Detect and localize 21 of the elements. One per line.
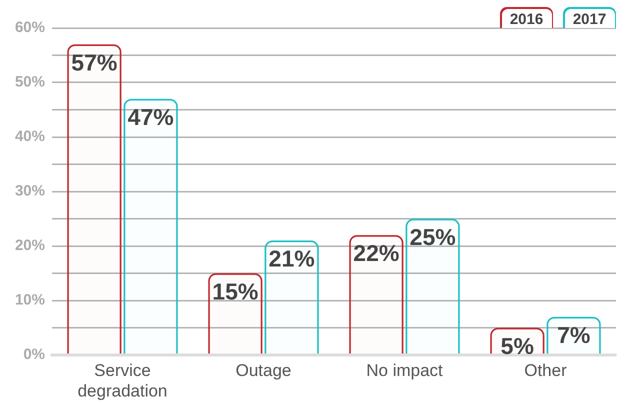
data-label: 57% <box>71 49 118 76</box>
y-tick-label: 40% <box>14 128 45 146</box>
text: 2016 <box>502 8 552 28</box>
data-label: 15% <box>212 278 258 304</box>
data-label: 5% <box>500 332 534 359</box>
y-tick-label: 50% <box>14 74 45 91</box>
legend-label: 2017 <box>564 8 614 28</box>
y-tick-label: 30% <box>14 182 45 200</box>
data-label: 21% <box>268 246 315 272</box>
x-tick-label: Service degradation <box>78 360 168 400</box>
y-tick-label: 0% <box>23 346 45 364</box>
data-label: 7% <box>557 322 590 348</box>
data-label: 47% <box>128 104 174 130</box>
x-tick-label: No impact <box>366 360 444 380</box>
y-tick-label: 60% <box>14 19 45 36</box>
data-label: 25% <box>410 224 456 250</box>
data-label: 22% <box>353 240 400 266</box>
y-tick-label: 10% <box>14 292 45 309</box>
y-tick-label: 20% <box>14 237 45 254</box>
x-tick-label: Other <box>524 360 568 380</box>
x-tick-label: Outage <box>236 360 292 380</box>
